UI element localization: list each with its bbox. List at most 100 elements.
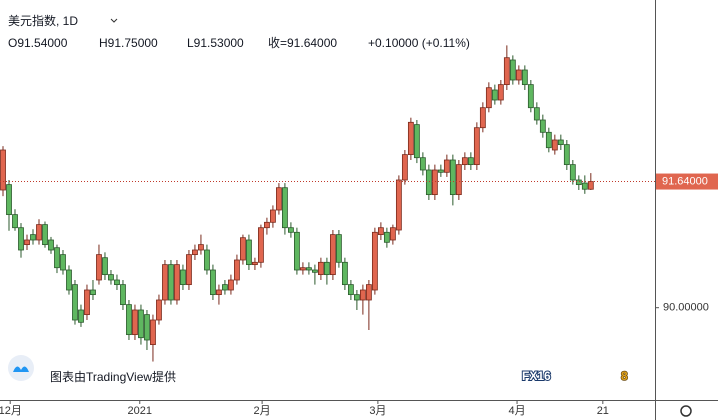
candle-body: [108, 274, 114, 281]
candle-body: [341, 261, 348, 286]
candle-body: [270, 209, 276, 223]
candle-body: [276, 187, 282, 211]
candle-body: [587, 181, 594, 190]
candle-body: [66, 269, 72, 291]
candle-body: [318, 261, 324, 276]
candle-body: [395, 179, 402, 231]
x-tick-label: 2月: [254, 405, 271, 417]
x-tick-label: 3月: [369, 405, 386, 417]
candle-body: [359, 289, 366, 301]
candle-body: [329, 234, 336, 276]
candle-body: [18, 227, 24, 251]
candle-body: [407, 121, 414, 156]
candle-body: [413, 124, 420, 159]
candle-body: [6, 184, 12, 216]
ohlc-line: O91.54000 H91.75000 L91.53000 收=91.64000 +0.…: [8, 36, 470, 50]
settings-button[interactable]: [680, 405, 692, 417]
candle-body: [437, 169, 444, 173]
y-tick-label: 90.00000: [663, 302, 709, 314]
candle-body: [563, 144, 570, 166]
candle-body: [252, 261, 258, 266]
candle-body: [186, 254, 192, 286]
candle-body: [198, 244, 204, 251]
legend: 美元指数, 1D: [8, 13, 118, 28]
candle-body: [306, 267, 312, 271]
symbol-title[interactable]: 美元指数, 1D: [8, 13, 78, 28]
ohlc-value: L91.53000: [187, 36, 244, 50]
candle-body: [210, 269, 216, 296]
candle-body: [575, 179, 582, 186]
candle-body: [234, 259, 240, 281]
gear-icon[interactable]: [680, 405, 692, 417]
candle-body: [300, 267, 306, 271]
candle-body: [383, 231, 390, 243]
candle-body: [461, 157, 468, 166]
candle-body: [497, 84, 504, 101]
candle-body: [491, 89, 498, 101]
candle-body: [156, 299, 162, 321]
candle-body: [557, 139, 564, 146]
plot-area: [0, 45, 655, 362]
candle-body: [449, 159, 456, 196]
candle-body: [389, 227, 396, 241]
logo-text: 8: [621, 369, 628, 383]
candle-body: [96, 254, 102, 281]
candle-body: [258, 227, 264, 263]
candle-body: [503, 57, 510, 86]
candle-body: [312, 269, 318, 273]
candle-body: [467, 157, 474, 166]
candle-body: [509, 59, 516, 81]
candle-body: [479, 107, 486, 129]
candle-body: [126, 304, 132, 336]
candle-body: [72, 284, 78, 321]
candle-body: [54, 247, 60, 269]
candle-body: [533, 107, 540, 121]
candle-body: [324, 261, 330, 276]
candle-body: [569, 164, 576, 181]
candle-body: [120, 284, 126, 306]
candle-body: [371, 231, 378, 291]
candle-body: [132, 309, 138, 336]
interval-dropdown[interactable]: [110, 18, 118, 23]
x-tick-label: 21: [597, 405, 609, 417]
candle-body: [222, 284, 228, 291]
last-price-label: 91.64000: [662, 175, 708, 187]
candle-body: [78, 309, 84, 323]
logo-text: FX16: [522, 369, 551, 383]
candle-body: [0, 149, 6, 191]
ohlc-value: O91.54000: [8, 36, 68, 50]
candle-body: [264, 221, 270, 229]
ohlc-value: 收=91.64000: [268, 36, 337, 50]
candle-body: [180, 269, 186, 286]
candle-body: [24, 239, 30, 246]
candle-body: [228, 279, 234, 291]
candle-body: [539, 119, 546, 133]
candle-body: [282, 187, 288, 229]
attribution[interactable]: 图表由TradingView提供: [8, 355, 176, 384]
candle-body: [527, 84, 534, 109]
candle-body: [48, 239, 54, 251]
candle-body: [485, 87, 492, 109]
candle-body: [419, 157, 426, 171]
candle-body: [60, 254, 66, 271]
candle-body: [377, 227, 384, 236]
candle-body: [347, 284, 354, 296]
candle-body: [425, 169, 432, 196]
candle-body: [204, 249, 210, 271]
candle-body: [168, 264, 174, 301]
candle-body: [42, 224, 48, 246]
x-tick-label: 4月: [508, 405, 525, 417]
candle-body: [551, 139, 558, 151]
candle-body: [335, 234, 342, 263]
candle-body: [144, 314, 150, 341]
tv-logo: [8, 355, 34, 381]
candle-body: [174, 264, 180, 301]
candle-body: [294, 231, 300, 271]
attribution-text[interactable]: 图表由TradingView提供: [50, 369, 176, 384]
candle-body: [515, 69, 522, 81]
candle-body: [102, 257, 108, 276]
candle-body: [545, 131, 552, 149]
candle-body: [138, 309, 144, 339]
